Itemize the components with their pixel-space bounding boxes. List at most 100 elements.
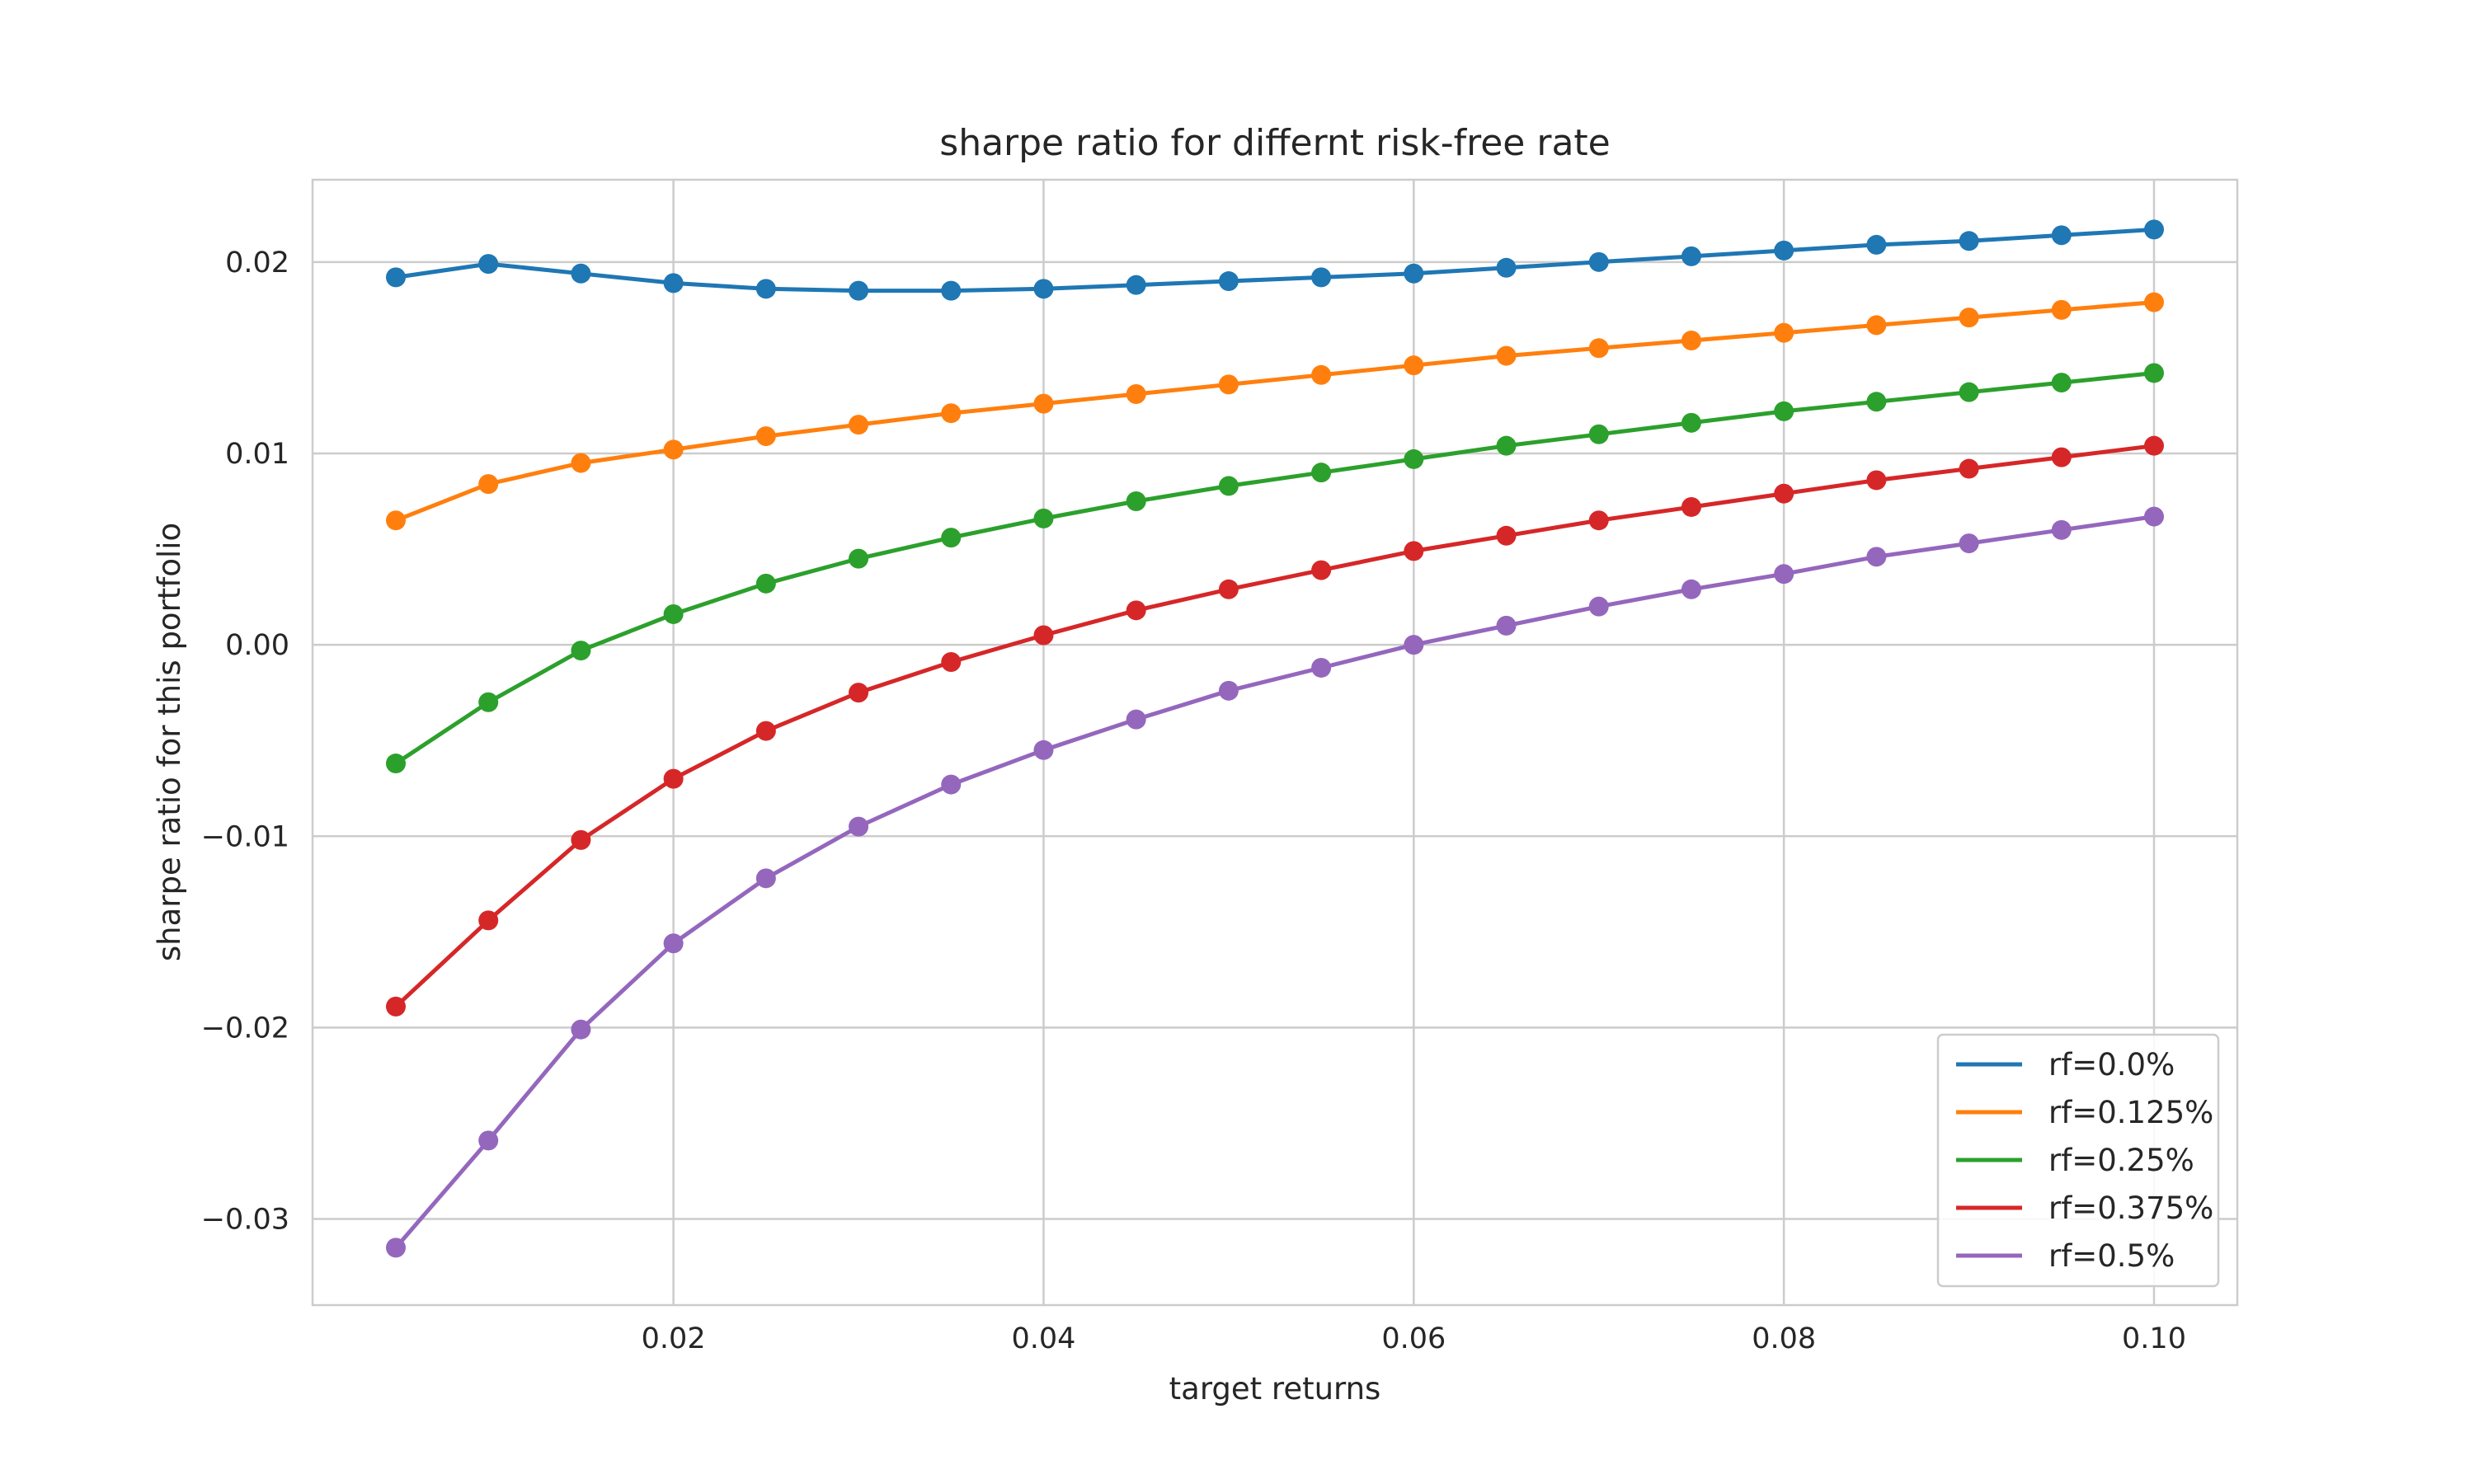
data-point: [1311, 463, 1332, 483]
data-point: [1218, 680, 1239, 701]
data-point: [1681, 579, 1701, 599]
data-point: [2051, 225, 2072, 246]
data-point: [1496, 435, 1517, 456]
data-point: [478, 1130, 499, 1151]
data-point: [1959, 308, 1979, 328]
data-point: [1126, 600, 1146, 621]
data-point: [941, 403, 962, 424]
data-point: [1404, 355, 1424, 376]
data-point: [1588, 338, 1609, 359]
data-point: [1681, 331, 1701, 350]
plot-frame: [311, 178, 2239, 1307]
data-point: [1774, 564, 1794, 585]
data-point: [1866, 234, 1887, 255]
data-point: [2144, 435, 2165, 456]
data-point: [1033, 393, 1054, 414]
series-line: [394, 444, 2155, 1008]
series-3: [385, 363, 2165, 774]
data-point: [755, 573, 776, 594]
data-point: [1311, 267, 1332, 288]
data-point: [663, 603, 684, 624]
y-tick-label: −0.02: [201, 1012, 289, 1045]
data-point: [478, 254, 499, 275]
legend-label: rf=0.5%: [2048, 1238, 2175, 1274]
data-point: [1033, 508, 1054, 528]
data-point: [1774, 483, 1794, 504]
data-point: [1404, 263, 1424, 284]
data-point: [2051, 299, 2072, 320]
data-point: [2051, 447, 2072, 467]
data-point: [1866, 315, 1887, 336]
data-point: [571, 641, 591, 661]
data-point: [478, 692, 499, 712]
legend-label: rf=0.0%: [2048, 1047, 2175, 1082]
data-point: [663, 768, 684, 789]
data-point: [2051, 373, 2072, 393]
y-tick-label: 0.01: [225, 438, 289, 471]
legend-item: rf=0.25%: [1956, 1143, 2194, 1178]
data-point: [1311, 364, 1332, 385]
legend-label: rf=0.125%: [2048, 1095, 2213, 1130]
data-point: [1218, 476, 1239, 496]
data-point: [941, 652, 962, 672]
data-point: [1774, 240, 1794, 261]
legend-item: rf=0.375%: [1956, 1190, 2213, 1226]
data-point: [1959, 231, 1979, 251]
data-point: [1404, 541, 1424, 561]
data-point: [571, 453, 591, 473]
series-line: [395, 300, 2155, 523]
data-point: [1774, 322, 1794, 343]
data-point: [849, 683, 869, 703]
data-point: [755, 426, 776, 447]
data-point: [1218, 374, 1239, 395]
data-point: [1496, 615, 1517, 636]
data-point: [1496, 345, 1517, 366]
x-axis-label: target returns: [1169, 1371, 1381, 1407]
data-point: [849, 548, 869, 569]
data-point: [1959, 533, 1979, 554]
data-point: [1033, 625, 1054, 646]
data-point: [571, 829, 591, 850]
data-point: [385, 1237, 406, 1258]
legend-item: rf=0.0%: [1956, 1047, 2175, 1082]
data-point: [1126, 384, 1146, 404]
data-point: [1496, 525, 1517, 546]
data-point: [755, 868, 776, 889]
series-4: [385, 435, 2165, 1017]
data-point: [2144, 506, 2165, 527]
data-point: [1404, 448, 1424, 469]
data-point: [941, 280, 962, 301]
data-point: [1959, 382, 1979, 402]
y-tick-label: −0.03: [201, 1204, 289, 1237]
legend-item: rf=0.125%: [1956, 1095, 2213, 1130]
data-point: [1404, 635, 1424, 655]
x-tick-label: 0.04: [1012, 1322, 1076, 1355]
data-point: [571, 1019, 591, 1040]
y-tick-label: −0.01: [201, 820, 289, 853]
data-point: [1588, 424, 1609, 444]
data-point: [1588, 596, 1609, 617]
data-point: [2051, 519, 2072, 540]
data-point: [663, 439, 684, 460]
series-5: [385, 506, 2165, 1258]
series-line: [394, 514, 2155, 1250]
data-point: [1218, 579, 1239, 599]
y-tick-label: 0.00: [225, 629, 289, 662]
data-point: [663, 273, 684, 294]
legend: rf=0.0% rf=0.125% rf=0.25% rf=0.375% rf=0.5%: [1936, 1033, 2220, 1288]
data-point: [1311, 657, 1332, 678]
data-point: [1959, 458, 1979, 479]
data-point: [571, 263, 591, 284]
data-point: [478, 474, 499, 495]
series-line: [394, 371, 2155, 766]
x-tick-label: 0.06: [1381, 1322, 1446, 1355]
data-point: [755, 721, 776, 741]
data-point: [1126, 709, 1146, 730]
data-point: [1496, 257, 1517, 278]
tick-labels: 0.02 0.04 0.06 0.08 0.10 −0.03 −0.02 −0.01 0.00 0…: [201, 247, 2186, 1355]
x-tick-label: 0.08: [1752, 1322, 1816, 1355]
data-point: [1588, 510, 1609, 531]
data-point: [385, 510, 406, 531]
data-point: [1218, 271, 1239, 292]
